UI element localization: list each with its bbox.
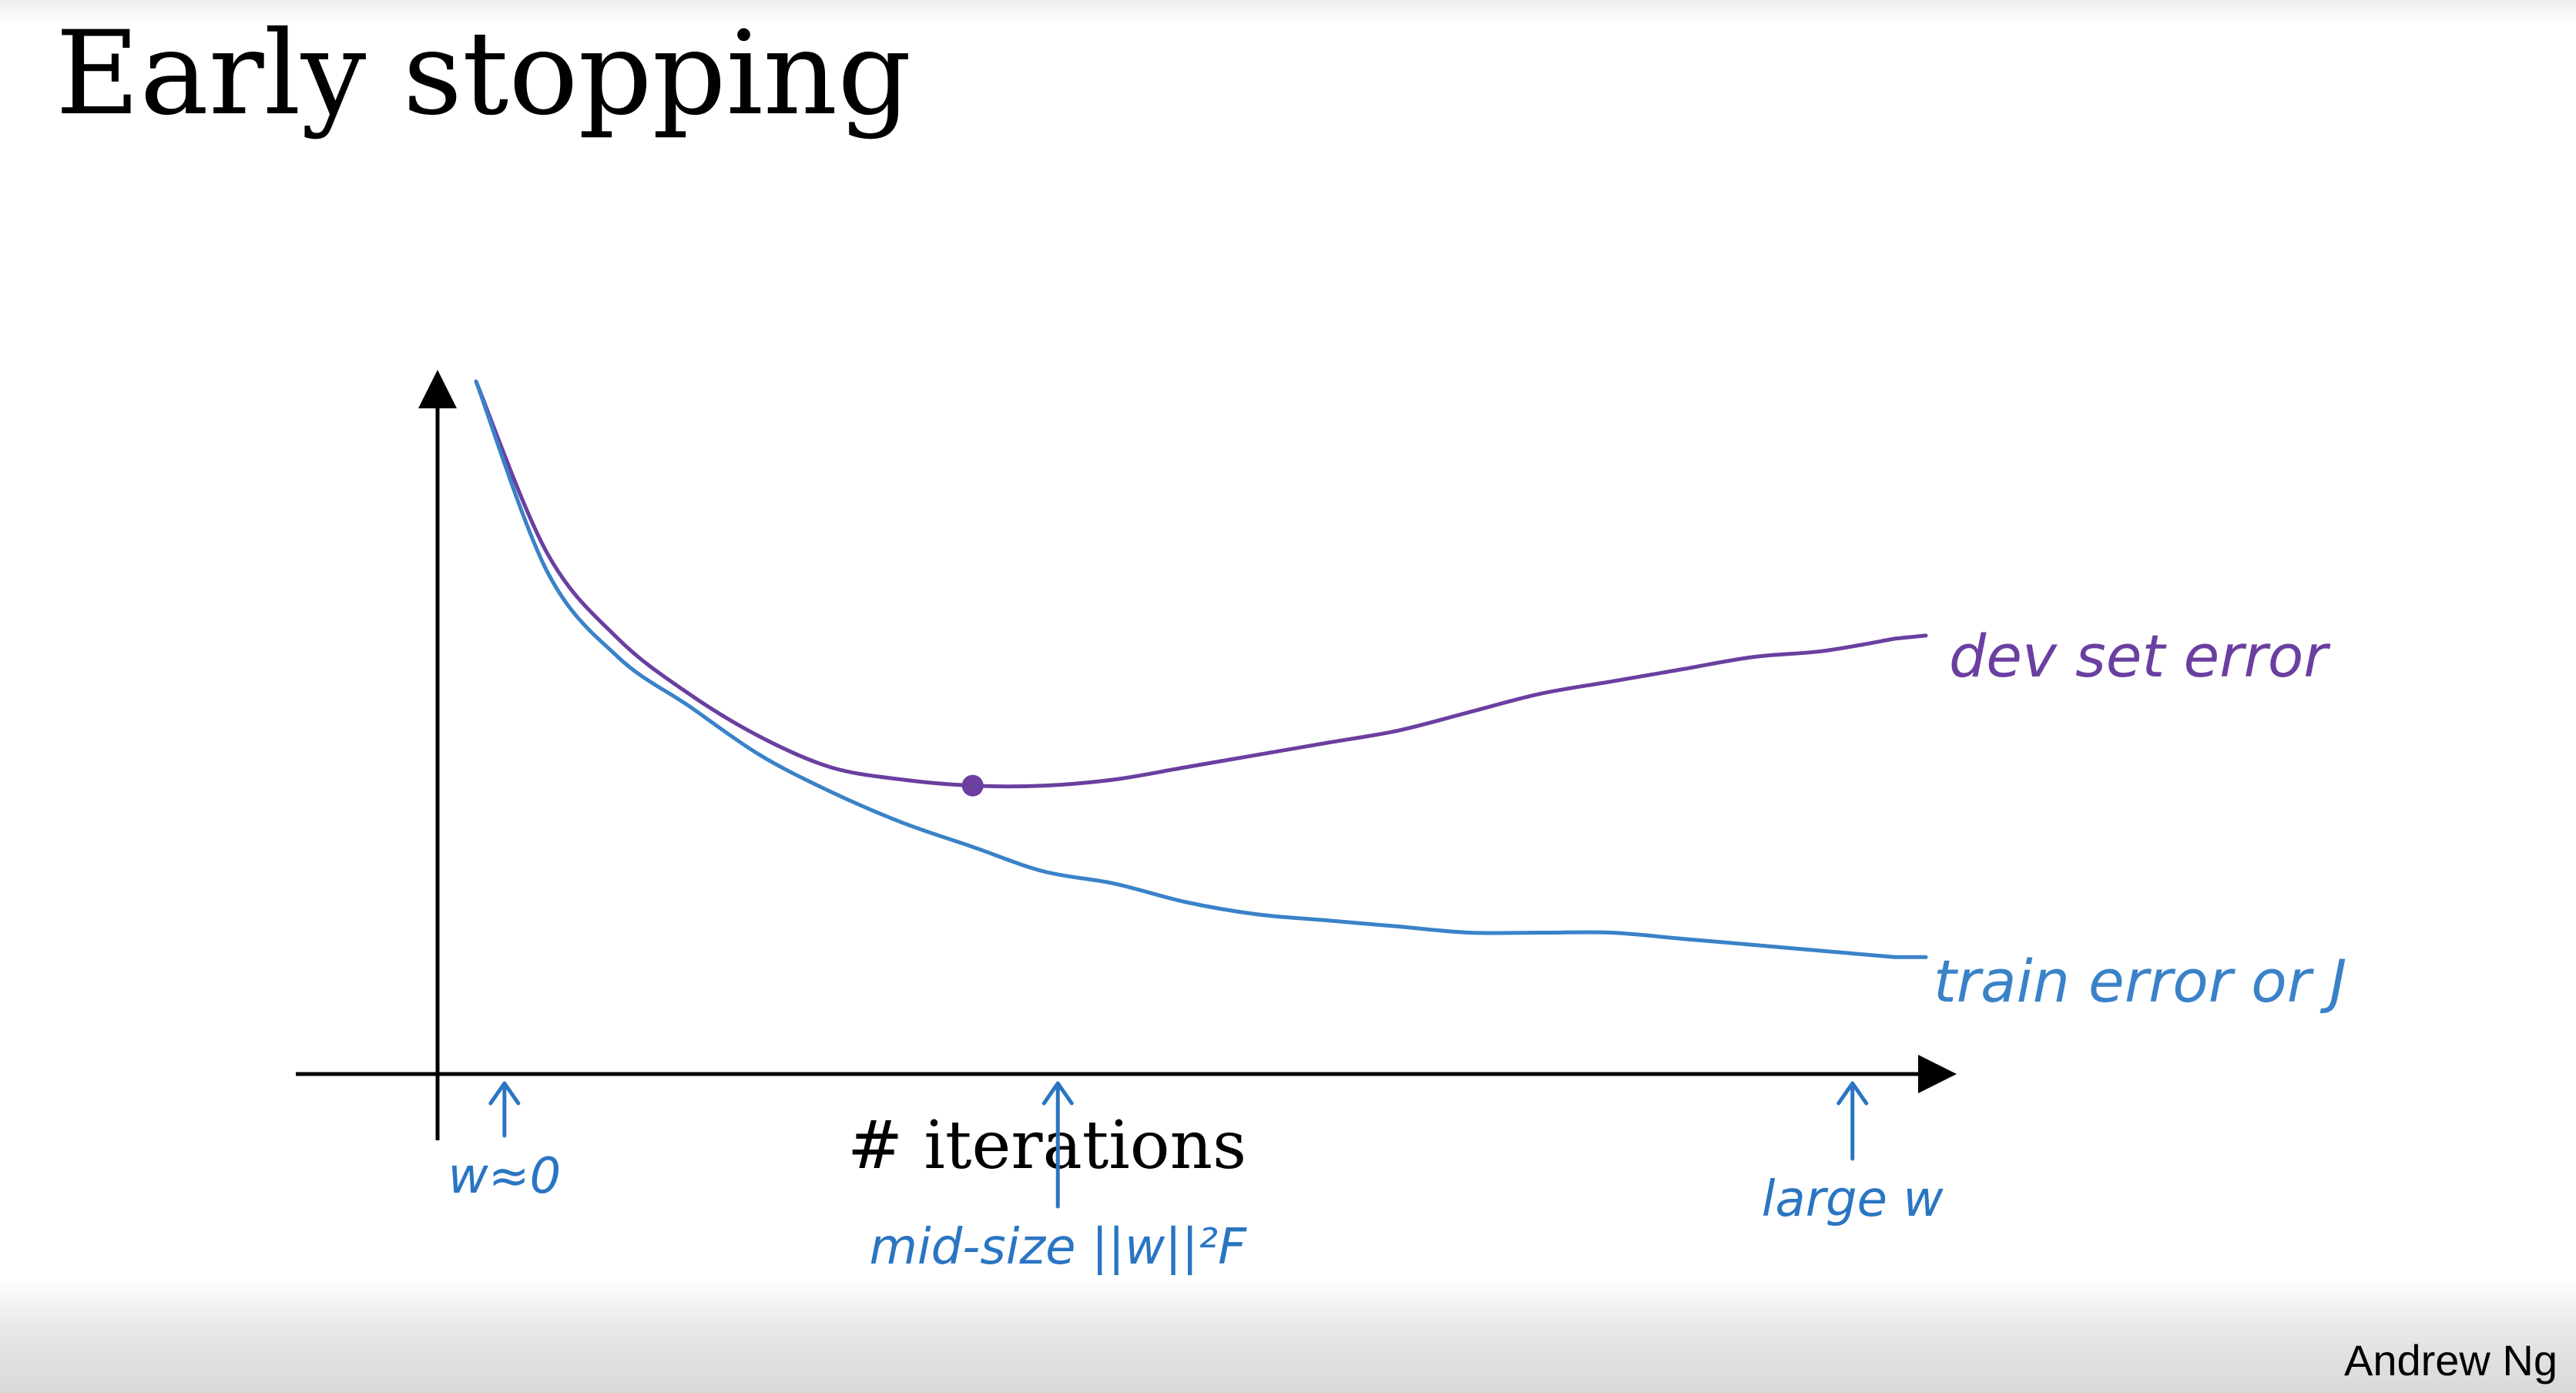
annotation-w-approx-zero-arrow xyxy=(488,1081,521,1138)
series-layer xyxy=(474,379,1928,959)
annotation-mid-size-w-arrow xyxy=(1041,1081,1074,1209)
annotation-large-w-label: large w xyxy=(1762,1171,1944,1228)
author-credit: Andrew Ng xyxy=(2343,1336,2558,1385)
train-error-line xyxy=(474,379,1897,959)
dev-set-error-leader xyxy=(1893,633,1928,641)
annotation-mid-size-w-label: mid-size ||w||²F xyxy=(870,1219,1248,1276)
early-stop-point xyxy=(961,774,984,797)
series-label-dev: dev set error xyxy=(1949,622,2331,690)
x-axis-label: # iterations xyxy=(847,1107,1246,1184)
series-label-train: train error or J xyxy=(1934,947,2347,1015)
annotation-large-w-arrow xyxy=(1836,1081,1869,1161)
annotation-w-approx-zero-label: w≈0 xyxy=(448,1148,561,1205)
dev-set-error-line xyxy=(474,379,1897,789)
slide-title: Early stopping xyxy=(55,7,912,141)
annotation-layer: w≈0 mid-size ||w||²F large w xyxy=(448,1081,1944,1276)
